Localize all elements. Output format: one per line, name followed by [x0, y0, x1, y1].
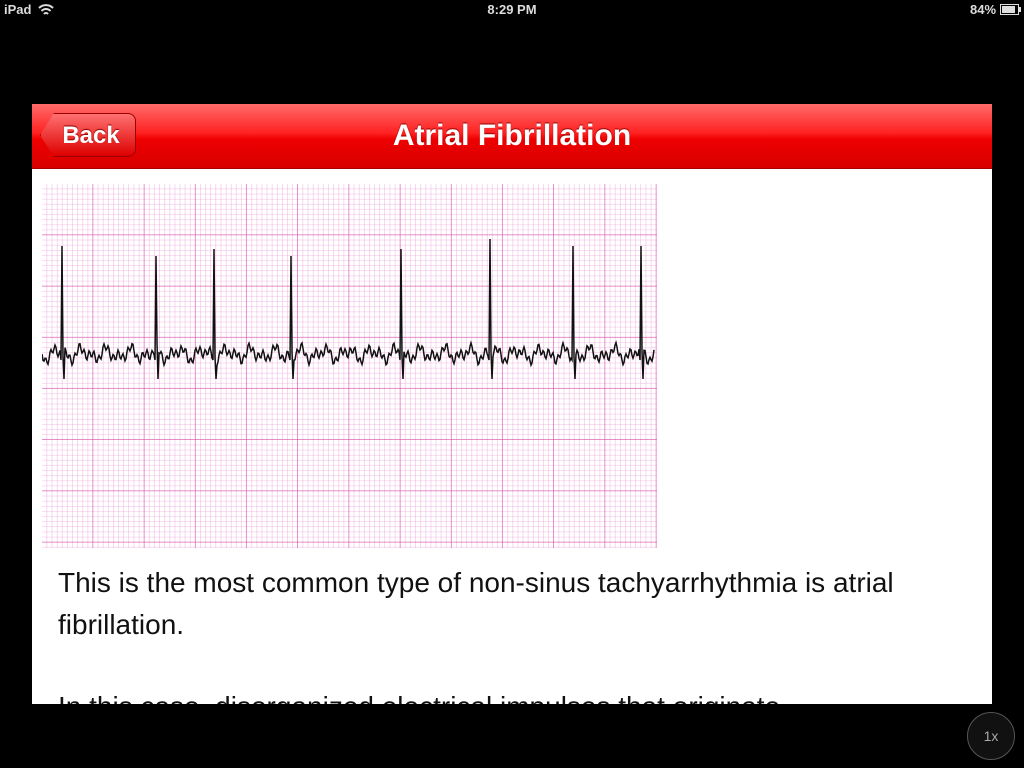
ecg-strip-image	[42, 184, 657, 548]
content-panel: Atrial Fibrillation Back This is the mos…	[32, 104, 992, 704]
navigation-bar: Atrial Fibrillation Back	[32, 104, 992, 169]
battery-percent: 84%	[970, 2, 997, 17]
battery-icon	[1000, 4, 1021, 15]
wifi-icon	[38, 4, 54, 15]
paragraph: This is the most common type of non-sinu…	[58, 567, 894, 640]
back-button[interactable]: Back	[40, 113, 136, 157]
clock: 8:29 PM	[487, 2, 537, 17]
paragraph: In this case, disorganized electrical im…	[58, 686, 978, 704]
nav-title: Atrial Fibrillation	[392, 119, 632, 152]
zoom-button[interactable]: 1x	[967, 712, 1015, 760]
device-name: iPad	[4, 2, 32, 17]
